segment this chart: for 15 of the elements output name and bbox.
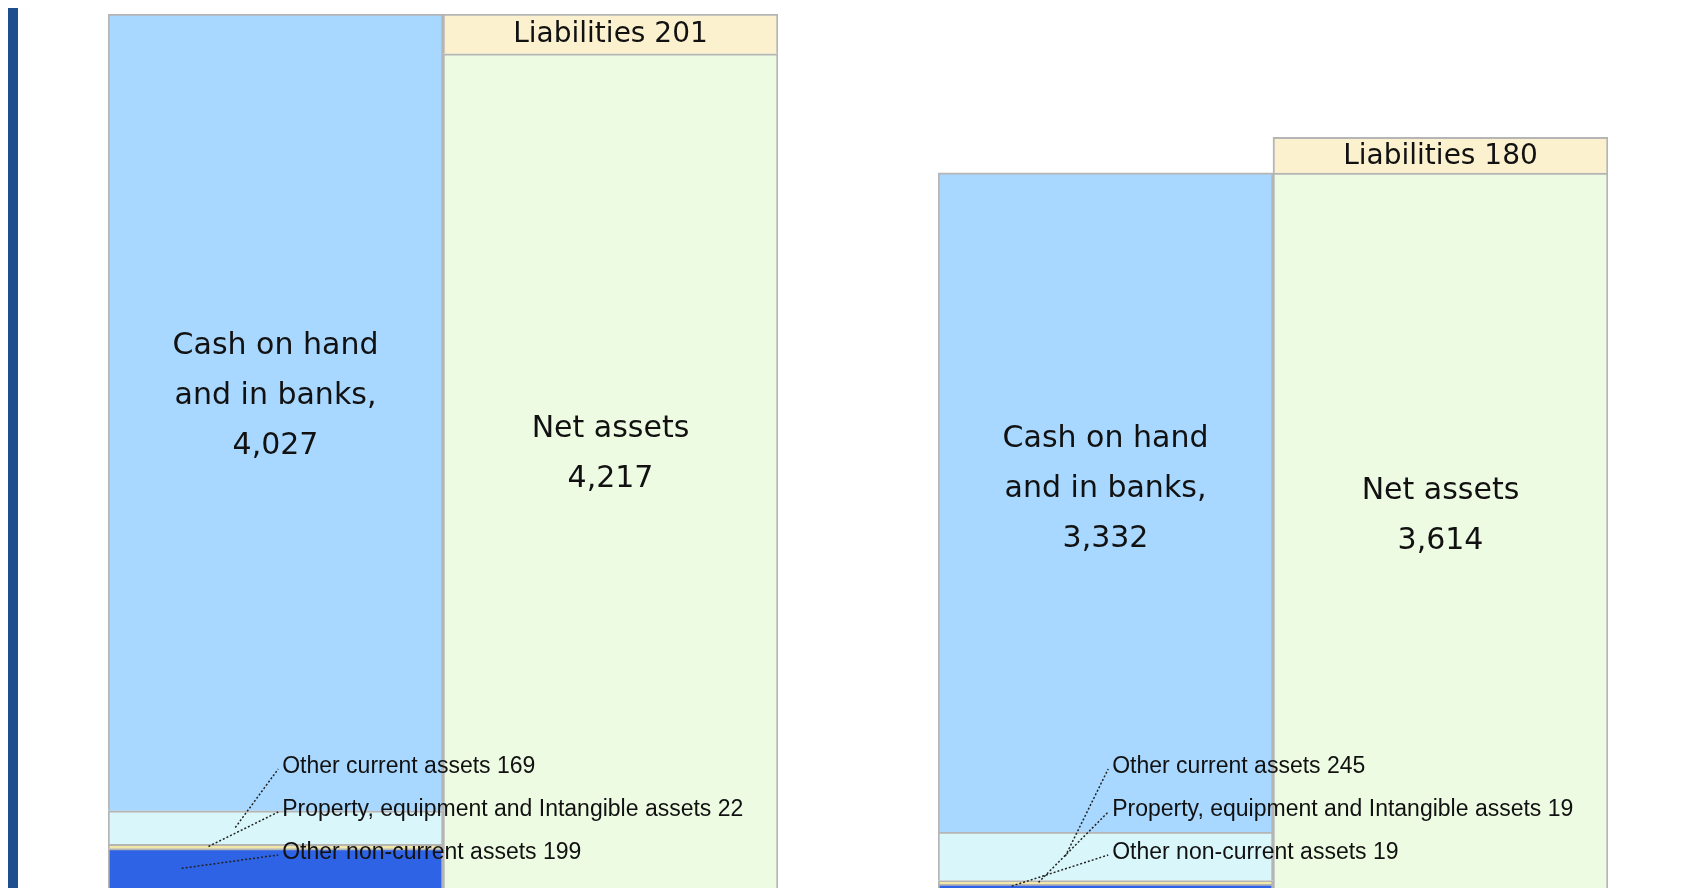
data-label: 4,217 <box>567 458 654 494</box>
data-label: 3,332 <box>1062 519 1149 555</box>
text: Liabilities 201 <box>513 16 708 50</box>
series-label: Net assets <box>531 408 690 444</box>
text: Other current assets 169 <box>282 752 536 779</box>
text: Other current assets 245 <box>1112 752 1366 779</box>
series-label: Cash on hand and in banks, <box>172 326 379 412</box>
data-label: 4,027 <box>232 426 319 462</box>
text: Liabilities 180 <box>1343 137 1538 171</box>
text: Other non-current assets 19 <box>1112 838 1399 865</box>
series-label: Cash on hand and in banks, <box>1002 419 1209 505</box>
series-label: Net assets <box>1361 471 1520 507</box>
text: Property, equipment and Intangible assets 19 <box>1112 795 1574 822</box>
data-label: 3,614 <box>1397 521 1484 557</box>
text: Property, equipment and Intangible assets 22 <box>282 795 744 822</box>
